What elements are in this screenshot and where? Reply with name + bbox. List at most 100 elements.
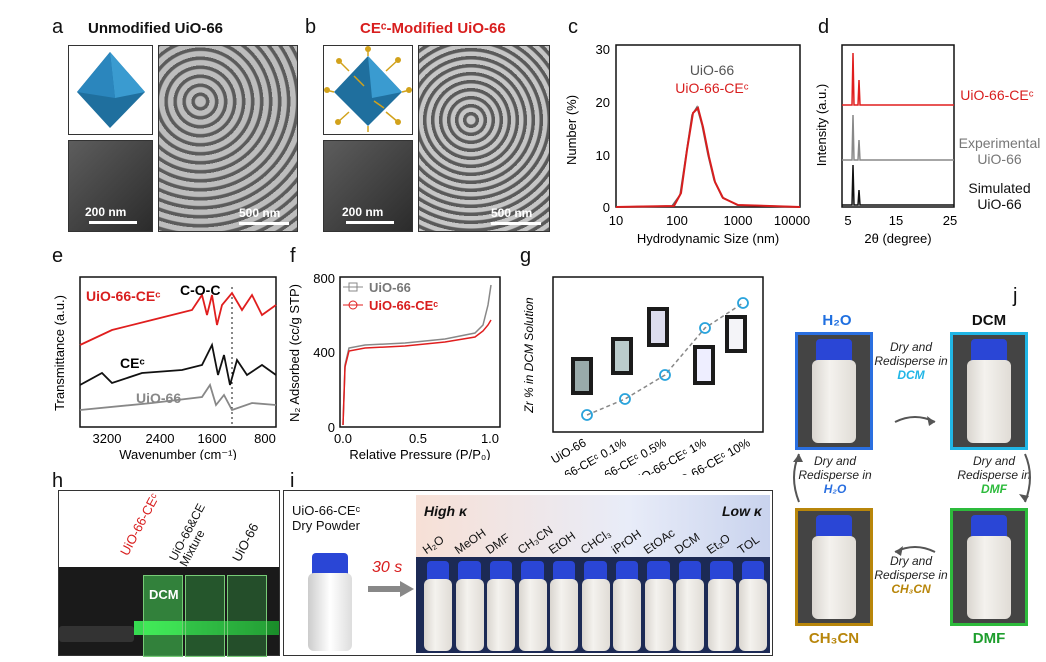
ytick-400: 400 <box>313 345 335 360</box>
corner-label-h2o: H₂O <box>822 312 852 329</box>
time-label: 30 s <box>372 559 403 576</box>
legend-uio66-ce: UiO-66-CEᶜ <box>675 80 748 96</box>
solvent-vial <box>613 561 641 651</box>
solvent-vial <box>487 561 515 651</box>
solvent-vial <box>581 561 610 651</box>
xtick-3200: 3200 <box>93 431 122 446</box>
chart-zr-percent: Zr % in DCM Solution UiO-66 UiO-66-CEᶜ 0… <box>522 276 764 475</box>
step-to-h2o: Dry and Redisperse in H₂O <box>798 454 872 496</box>
label-coc: C-O-C <box>180 282 220 298</box>
series-ce <box>79 342 277 386</box>
inset-vials <box>571 307 747 395</box>
series-uio66 <box>79 382 277 412</box>
xtick-1600: 1600 <box>198 431 227 446</box>
panel-i-solvent-dispersion: UiO-66-CEᶜ Dry Powder 30 s High κ Low κ … <box>283 490 773 656</box>
x-axis-label: Relative Pressure (P/P₀) <box>349 447 490 460</box>
xtick-5: 5 <box>844 213 851 228</box>
series-uio66-ce <box>342 319 492 426</box>
xtick-1: 1.0 <box>481 431 499 446</box>
trend-line <box>586 302 744 416</box>
arrow-to-dmf <box>1024 453 1031 503</box>
y-axis-label: Number (%) <box>564 95 579 165</box>
solvent-label-dcm: DCM <box>149 587 179 602</box>
y-axis-label: Zr % in DCM Solution <box>522 297 536 414</box>
vial-frame-h2o <box>795 332 873 450</box>
dry-powder-label: UiO-66-CEᶜ Dry Powder <box>292 503 361 533</box>
panel-letter-g: g <box>520 245 532 267</box>
label-uio66-ce: UiO-66-CEᶜ <box>86 288 161 304</box>
high-kappa-label: High κ <box>424 503 467 519</box>
panel-letter-e: e <box>52 245 64 267</box>
panel-letter-d: d <box>818 16 830 38</box>
step-to-dmf: Dry and Redisperse in DMF <box>957 454 1031 496</box>
panel-h-tyndall-photo: UiO-66-CEᶜ UiO-66&CE Mixture UiO-66 DCM <box>58 490 280 657</box>
sem-image-large-b: 500 nm <box>418 45 550 232</box>
dry-powder-vial <box>308 553 352 651</box>
corner-label-dcm: DCM <box>971 312 1007 329</box>
solvent-vial <box>518 561 547 651</box>
chart-dls-size: 0 10 20 30 10 100 1000 10000 Hydrodynami… <box>564 42 810 246</box>
series-uio66-ce <box>79 291 277 346</box>
step-to-dcm: Dry and Redisperse in DCM <box>874 340 948 382</box>
label-uio66: UiO-66 <box>136 390 181 406</box>
series-simulated <box>842 164 954 206</box>
label-uio66-ce: UiO-66-CEᶜ <box>960 87 1033 103</box>
legend-uio66: UiO-66 <box>369 280 411 295</box>
vial-uio66-ce <box>143 575 183 657</box>
series-experimental <box>842 114 954 161</box>
right-arrow-icon <box>368 581 414 597</box>
series-uio66-ce <box>615 106 801 208</box>
cycle-arrows <box>793 416 1031 556</box>
solvent-vial <box>739 561 767 651</box>
xtick-800: 800 <box>254 431 276 446</box>
step-to-ch3cn: Dry and Redisperse in CH₃CN <box>874 554 948 596</box>
solvent-vial <box>644 561 673 651</box>
solvent-vial <box>707 561 736 651</box>
xtick-0: 0.0 <box>334 431 352 446</box>
ytick-20: 20 <box>596 95 610 110</box>
ytick-0: 0 <box>603 200 610 215</box>
series-uio66-ce <box>842 52 954 106</box>
vial-frame-ch3cn <box>795 508 873 626</box>
ytick-30: 30 <box>596 42 610 57</box>
xtick-10000: 10000 <box>774 213 810 228</box>
ytick-0: 0 <box>328 420 335 435</box>
panel-letter-i: i <box>290 470 295 492</box>
panel-b-title: CEᶜ-Modified UiO-66 <box>360 20 506 37</box>
sem-image-large-a: 500 nm <box>158 45 298 232</box>
data-points <box>581 297 749 421</box>
panel-letter-f: f <box>290 245 296 267</box>
solvent-vial <box>455 561 484 651</box>
octahedron-icon <box>77 52 145 128</box>
x-axis-label: Hydrodynamic Size (nm) <box>637 231 779 246</box>
xtick-100: 100 <box>666 213 688 228</box>
octahedron-schematic <box>68 45 153 135</box>
category-labels: UiO-66 UiO-66-CEᶜ 0.1% UiO-66-CEᶜ 0.5% U… <box>540 435 752 475</box>
y-axis-label: Intensity (a.u.) <box>814 84 829 166</box>
sem-image-small-a: 200 nm <box>68 140 153 232</box>
low-kappa-label: Low κ <box>722 503 762 519</box>
xtick-15: 15 <box>889 213 903 228</box>
panel-letter-j: j <box>1013 285 1018 307</box>
label-experimental: Experimental UiO-66 <box>958 135 1041 167</box>
solvent-vial <box>550 561 578 651</box>
laser-pointer <box>59 626 134 642</box>
panel-letter-c: c <box>568 16 578 38</box>
xtick-2400: 2400 <box>146 431 175 446</box>
legend-uio66-ce: UiO-66-CEᶜ <box>369 298 438 313</box>
xtick-1000: 1000 <box>724 213 753 228</box>
label-ce: CEᶜ <box>120 355 145 371</box>
ytick-10: 10 <box>596 148 610 163</box>
sem-image-small-b: 200 nm <box>323 140 413 232</box>
vial-mixture <box>185 575 225 657</box>
label-simulated: Simulated UiO-66 <box>968 180 1031 212</box>
x-axis-label: 2θ (degree) <box>864 231 931 246</box>
chart-ftir: Transmittance (a.u.) 3200 2400 1600 800 … <box>52 276 277 460</box>
ytick-800: 800 <box>313 271 335 286</box>
vial-frame-dcm <box>950 332 1028 450</box>
legend-uio66: UiO-66 <box>690 62 735 78</box>
corner-label-dmf: DMF <box>972 630 1006 647</box>
panel-j-redispersion-cycle: H₂O DCM CH₃CN DMF Dry and Redisperse in … <box>775 312 1043 652</box>
panel-letter-a: a <box>52 16 64 38</box>
corner-label-ch3cn: CH₃CN <box>808 630 860 647</box>
